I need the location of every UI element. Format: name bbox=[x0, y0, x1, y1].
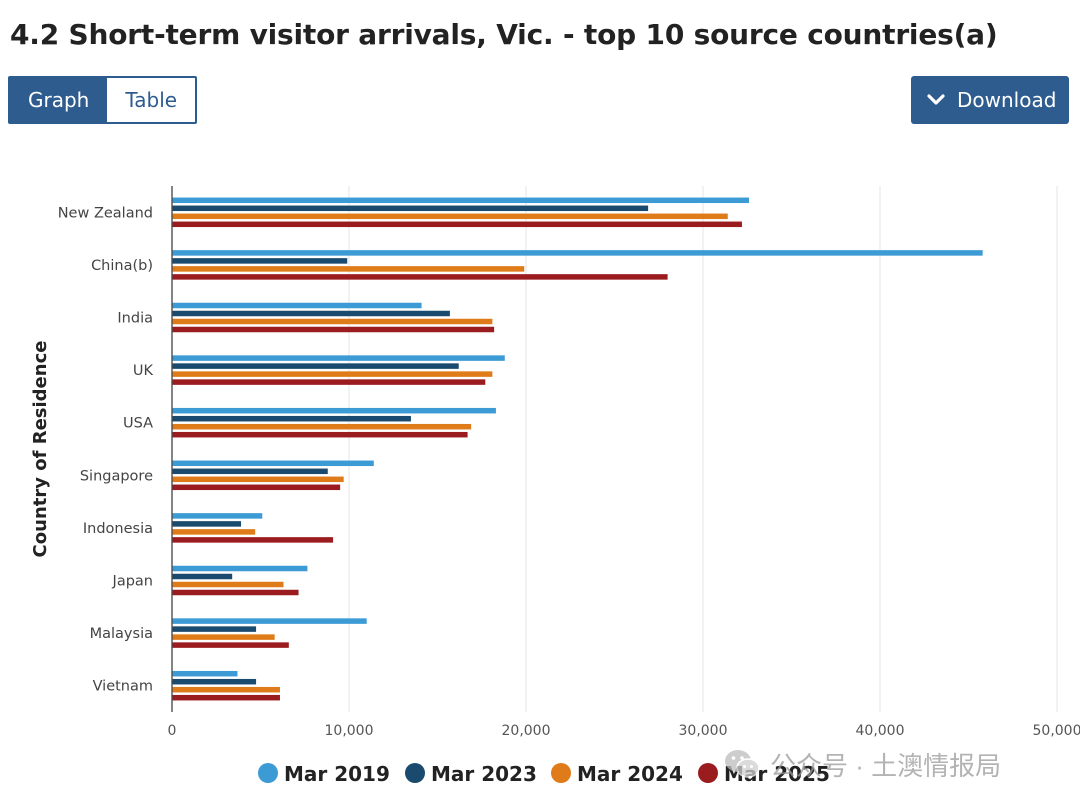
category-label: India bbox=[117, 311, 153, 327]
view-toggle: Graph Table bbox=[8, 76, 198, 124]
bar[interactable] bbox=[172, 476, 344, 483]
watermark-text: 公众号 · 土澳情报局 bbox=[770, 750, 1002, 781]
bar[interactable] bbox=[172, 529, 256, 535]
bar[interactable] bbox=[172, 379, 486, 385]
labels: 0 10,000 20,000 30,000 40,000 50,000 New Zeala… bbox=[30, 205, 1080, 739]
category-label: Indonesia bbox=[83, 521, 153, 537]
download-button[interactable]: Download bbox=[911, 76, 1069, 124]
bar[interactable] bbox=[172, 197, 750, 204]
bar[interactable] bbox=[172, 318, 493, 325]
legend-marker[interactable] bbox=[258, 763, 278, 783]
bar[interactable] bbox=[172, 642, 289, 648]
bar[interactable] bbox=[172, 484, 341, 491]
x-tick-label: 40,000 bbox=[856, 723, 905, 739]
bar[interactable] bbox=[172, 415, 411, 422]
bars bbox=[172, 197, 983, 701]
bar[interactable] bbox=[172, 423, 472, 430]
bar[interactable] bbox=[172, 205, 649, 212]
bar[interactable] bbox=[172, 521, 242, 527]
x-tick-label: 30,000 bbox=[679, 723, 728, 739]
bar[interactable] bbox=[172, 468, 328, 475]
bar[interactable] bbox=[172, 355, 505, 361]
bar[interactable] bbox=[172, 221, 742, 228]
bar[interactable] bbox=[172, 670, 238, 677]
bar[interactable] bbox=[172, 371, 493, 377]
bar[interactable] bbox=[172, 626, 257, 632]
x-tick-label: 10,000 bbox=[325, 723, 374, 739]
grid-lines bbox=[348, 186, 1058, 712]
x-tick-label: 20,000 bbox=[502, 723, 551, 739]
bar[interactable] bbox=[172, 310, 450, 317]
bar[interactable] bbox=[172, 581, 284, 588]
category-label: New Zealand bbox=[58, 205, 153, 221]
x-tick-label: 0 bbox=[168, 723, 177, 739]
bar[interactable] bbox=[172, 573, 233, 580]
bar[interactable] bbox=[172, 250, 983, 256]
y-axis-title: Country of Residence bbox=[30, 341, 51, 558]
watermark: 公众号 · 土澳情报局 bbox=[722, 744, 1001, 784]
legend-marker[interactable] bbox=[405, 763, 425, 783]
bar[interactable] bbox=[172, 274, 668, 280]
bar[interactable] bbox=[172, 513, 263, 519]
bar[interactable] bbox=[172, 431, 468, 438]
bar[interactable] bbox=[172, 258, 348, 264]
bar[interactable] bbox=[172, 213, 728, 220]
bar[interactable] bbox=[172, 565, 308, 572]
legend-label[interactable]: Mar 2023 bbox=[431, 762, 537, 786]
bar[interactable] bbox=[172, 407, 496, 414]
chevron-down-icon bbox=[927, 94, 945, 106]
category-label: China(b) bbox=[91, 258, 153, 274]
legend-marker[interactable] bbox=[698, 763, 718, 783]
page-title: 4.2 Short-term visitor arrivals, Vic. - … bbox=[10, 18, 998, 51]
bar[interactable] bbox=[172, 589, 299, 596]
bar[interactable] bbox=[172, 694, 280, 701]
legend-label[interactable]: Mar 2019 bbox=[284, 762, 390, 786]
category-label: UK bbox=[133, 363, 154, 379]
category-label: Japan bbox=[112, 574, 153, 590]
download-label: Download bbox=[957, 88, 1057, 112]
bar[interactable] bbox=[172, 302, 422, 309]
tab-graph[interactable]: Graph bbox=[10, 78, 108, 122]
category-label: USA bbox=[123, 416, 153, 432]
bar[interactable] bbox=[172, 266, 525, 272]
tab-table[interactable]: Table bbox=[107, 78, 196, 122]
bar[interactable] bbox=[172, 686, 280, 693]
bar[interactable] bbox=[172, 537, 334, 543]
category-label: Singapore bbox=[80, 468, 153, 484]
bar[interactable] bbox=[172, 363, 459, 369]
category-label: Malaysia bbox=[90, 626, 153, 642]
bar[interactable] bbox=[172, 460, 374, 467]
wechat-icon bbox=[725, 750, 760, 778]
legend-marker[interactable] bbox=[551, 763, 571, 783]
legend-label[interactable]: Mar 2024 bbox=[577, 762, 683, 786]
x-tick-label: 50,000 bbox=[1033, 723, 1080, 739]
bar[interactable] bbox=[172, 326, 495, 333]
bar[interactable] bbox=[172, 634, 275, 640]
category-label: Vietnam bbox=[93, 679, 153, 695]
bar[interactable] bbox=[172, 618, 367, 624]
bar[interactable] bbox=[172, 678, 257, 685]
